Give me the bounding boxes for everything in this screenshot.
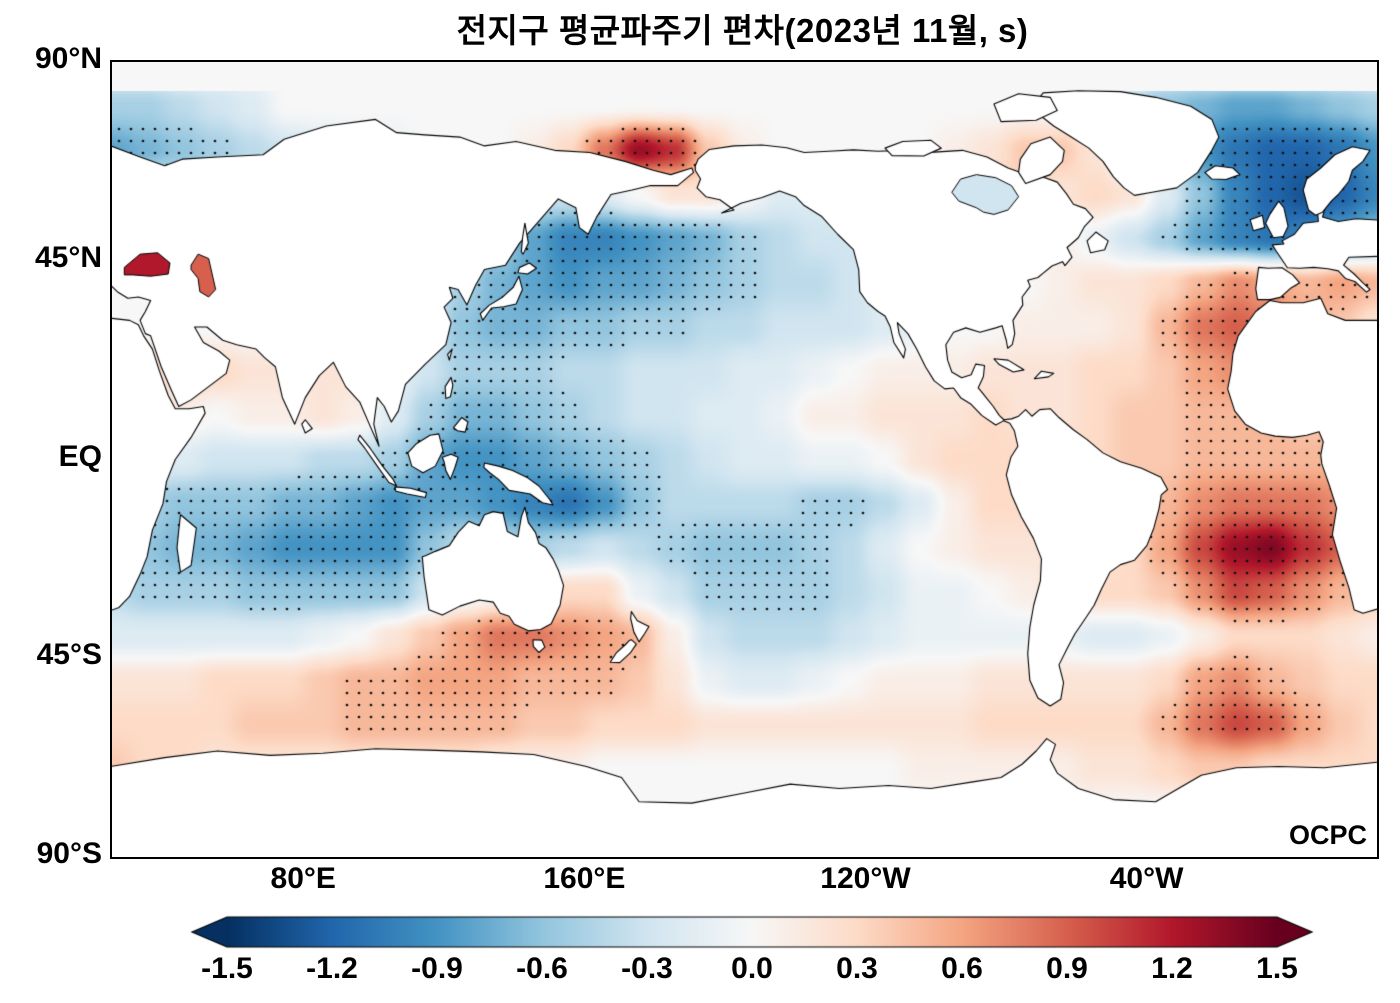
colorbar-tick-label: -1.2: [306, 952, 358, 985]
x-axis-tick-label: 40°W: [1109, 862, 1184, 895]
x-axis-tick-label: 80°E: [270, 862, 336, 895]
colorbar-tick-label: 1.2: [1151, 952, 1193, 985]
map-canvas: [112, 62, 1377, 857]
chart-title: 전지구 평균파주기 편차(2023년 11월, s): [456, 12, 1029, 49]
colorbar-tick-label: 0.0: [731, 952, 773, 985]
x-axis-tick-label: 160°E: [543, 862, 626, 895]
y-axis-tick-label: EQ: [58, 439, 102, 473]
y-axis-tick-label: 90°S: [36, 837, 102, 870]
colorbar-tick-label: 0.6: [941, 952, 983, 985]
colorbar-tick-label: -0.3: [621, 952, 673, 985]
colorbar: [190, 914, 1314, 950]
x-axis-tick-label: 120°W: [820, 862, 911, 895]
map-plot-area: OCPC: [110, 60, 1379, 859]
watermark-ocpc: OCPC: [1288, 820, 1367, 850]
y-axis-tick-label: 45°S: [36, 638, 102, 672]
y-axis-tick-label: 90°N: [34, 42, 102, 75]
colorbar-tick-label: -0.9: [411, 952, 463, 985]
y-axis-tick-label: 45°N: [34, 240, 102, 274]
colorbar-tick-label: -0.6: [516, 952, 568, 985]
colorbar-tick-label: 1.5: [1256, 952, 1298, 985]
colorbar-tick-label: -1.5: [201, 952, 253, 985]
colorbar-tick-label: 0.3: [836, 952, 878, 985]
colorbar-tick-label: 0.9: [1046, 952, 1088, 985]
